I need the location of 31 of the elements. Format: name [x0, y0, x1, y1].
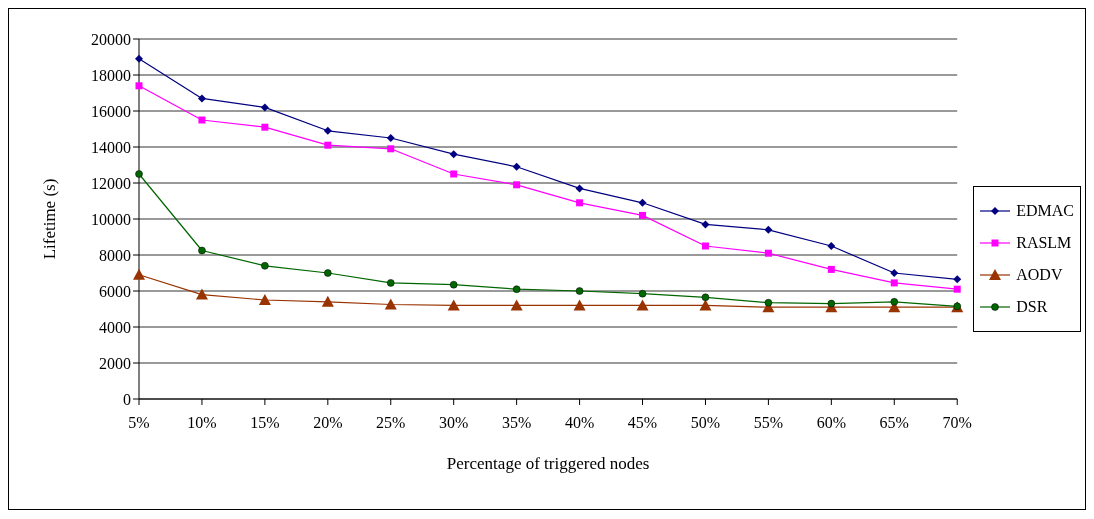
legend-label: AODV: [1016, 265, 1063, 285]
x-tick-label: 55%: [753, 414, 784, 432]
y-tick-label: 0: [123, 390, 131, 408]
y-tick-label: 8000: [99, 246, 131, 264]
y-axis-title: Lifetime (s): [40, 178, 60, 260]
x-axis-title: Percentage of triggered nodes: [446, 454, 650, 473]
x-tick-label: 50%: [690, 414, 721, 432]
legend-label: DSR: [1016, 297, 1048, 317]
y-tick-label: 12000: [91, 174, 131, 192]
y-tick-label: 16000: [91, 102, 131, 120]
x-tick-label: 25%: [376, 414, 406, 432]
y-tick-label: 18000: [91, 66, 131, 84]
x-tick-label: 40%: [564, 414, 595, 432]
y-tick-label: 6000: [99, 282, 131, 300]
y-tick-label: 4000: [99, 318, 131, 336]
x-tick-label: 15%: [250, 414, 280, 432]
x-tick-label: 20%: [313, 414, 343, 432]
legend-label: EDMAC: [1016, 201, 1074, 221]
x-tick-label: 35%: [501, 414, 532, 432]
x-tick-label: 65%: [879, 414, 909, 432]
legend-label: RASLM: [1016, 233, 1072, 253]
y-tick-label: 14000: [91, 138, 131, 156]
x-tick-label: 10%: [187, 414, 217, 432]
x-tick-label: 45%: [627, 414, 658, 432]
y-tick-label: 2000: [99, 354, 131, 372]
x-tick-label: 60%: [816, 414, 846, 432]
x-tick-label: 70%: [942, 414, 972, 432]
y-tick-label: 20000: [91, 30, 131, 48]
x-tick-label: 5%: [128, 414, 150, 432]
x-tick-label: 30%: [439, 414, 469, 432]
y-tick-label: 10000: [91, 210, 131, 228]
